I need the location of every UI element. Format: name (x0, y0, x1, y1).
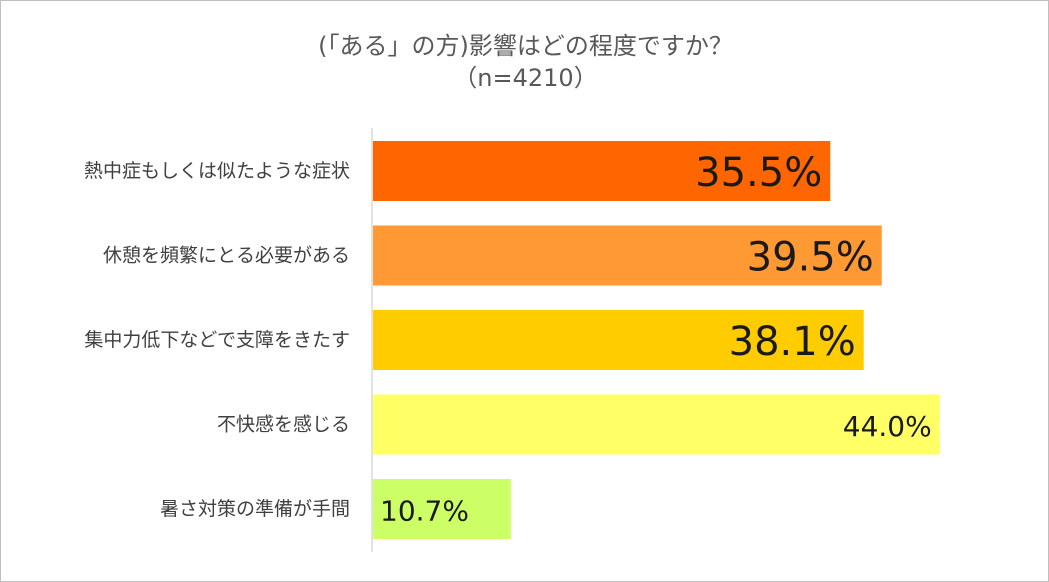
value-label-1: 35.5% (695, 150, 822, 196)
bar-2 (373, 225, 882, 286)
bar-1 (373, 141, 831, 201)
value-label-4: 44.0% (843, 410, 932, 443)
category-label-1: 熱中症もしくは似たような症状 (84, 160, 350, 182)
value-label-3: 38.1% (729, 319, 856, 365)
category-label-4: 不快感を感じる (217, 414, 350, 436)
bar-3 (373, 310, 864, 370)
chart-subtitle: （n=4210） (453, 64, 598, 92)
value-label-2: 39.5% (747, 235, 874, 281)
bar-5 (373, 479, 511, 539)
bars-group: 熱中症もしくは似たような症状 35.5% 休憩を頻繁にとる必要がある 39.5% 集中力… (84, 141, 940, 539)
category-label-3: 集中力低下などで支障をきたす (84, 329, 350, 351)
category-label-2: 休憩を頻繁にとる必要がある (103, 245, 350, 267)
value-label-5: 10.7% (380, 495, 469, 528)
category-label-5: 暑さ対策の準備が手間 (160, 498, 350, 520)
chart-title: (「ある」の方)影響はどの程度ですか？ (318, 32, 733, 60)
bar-4 (373, 394, 940, 455)
